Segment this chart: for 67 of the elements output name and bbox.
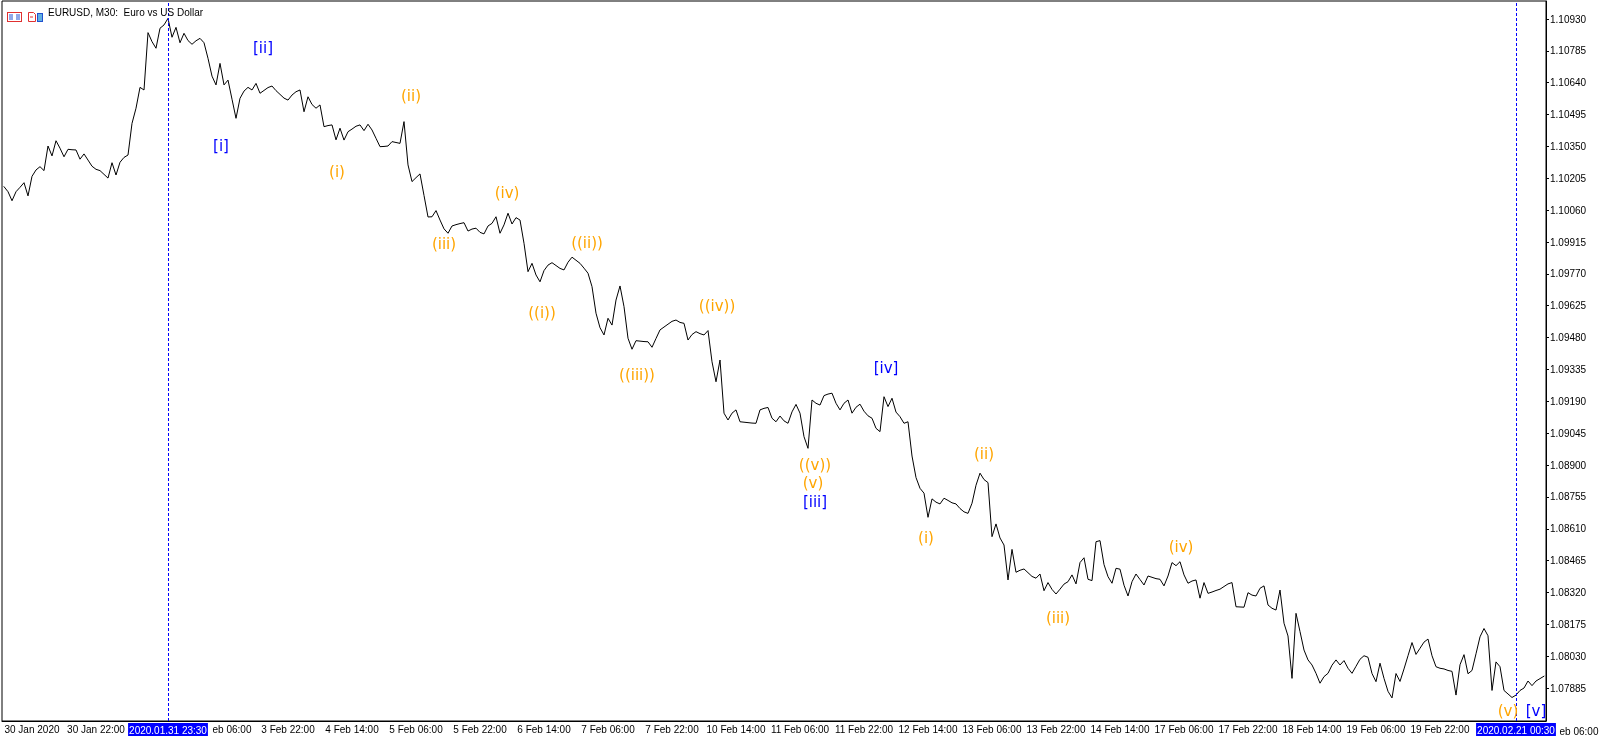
x-tick-label: 11 Feb 06:00: [770, 723, 830, 735]
x-tick-label: 17 Feb 06:00: [1154, 723, 1214, 735]
x-tick-label: 14 Feb 14:00: [1090, 723, 1150, 735]
annotation: ((v)): [798, 456, 832, 474]
x-tick-label: 18 Feb 14:00: [1282, 723, 1342, 735]
annotation: ((i)): [528, 304, 556, 322]
y-tick-label: 1.09625: [1550, 300, 1587, 312]
x-tick-label: 4 Feb 14:00: [325, 723, 380, 735]
annotation: (iii): [431, 235, 457, 253]
y-tick-label: 1.10930: [1550, 13, 1587, 25]
x-tick-label: 11 Feb 22:00: [834, 723, 894, 735]
y-tick-label: 1.09190: [1550, 395, 1587, 407]
y-tick-label: 1.08755: [1550, 491, 1587, 503]
x-tick-label: 3 Feb 22:00: [261, 723, 316, 735]
x-tick-label: 5 Feb 22:00: [453, 723, 508, 735]
annotation: (i): [918, 529, 934, 547]
x-tick-label: 7 Feb 06:00: [581, 723, 636, 735]
y-tick-label: 1.10350: [1550, 140, 1587, 152]
y-tick-label: 1.10205: [1550, 172, 1587, 184]
annotation: [v]: [1525, 702, 1547, 720]
x-tick-label: 13 Feb 06:00: [962, 723, 1022, 735]
annotation: [iii]: [802, 493, 828, 511]
y-tick-label: 1.10495: [1550, 109, 1587, 121]
y-tick-label: 1.07885: [1550, 682, 1587, 694]
annotation: (v): [802, 474, 824, 492]
y-tick-label: 1.10640: [1550, 77, 1587, 89]
x-tick-label: 19 Feb 06:00: [1346, 723, 1406, 735]
x-tick-label: 2020.01.31 23:30: [129, 724, 208, 736]
x-tick-label: 13 Feb 22:00: [1026, 723, 1086, 735]
y-tick-label: 1.08320: [1550, 586, 1587, 598]
y-tick-label: 1.09770: [1550, 268, 1587, 280]
x-tick-label: eb 06:00: [212, 723, 252, 735]
annotation: [ii]: [252, 39, 274, 57]
x-tick-label: 10 Feb 14:00: [706, 723, 766, 735]
annotation: [iv]: [873, 359, 899, 377]
annotation: ((iii)): [619, 366, 655, 384]
annotation: (iii): [1045, 609, 1071, 627]
y-tick-label: 1.09335: [1550, 363, 1587, 375]
y-tick-label: 1.08610: [1550, 523, 1587, 535]
y-tick-label: 1.08465: [1550, 555, 1587, 567]
annotation: ((iv)): [698, 297, 736, 315]
annotation: (i): [329, 163, 345, 181]
y-tick-label: 1.08030: [1550, 650, 1587, 662]
annotation: [i]: [213, 137, 229, 155]
y-tick-label: 1.08900: [1550, 459, 1587, 471]
annotation: (v): [1497, 702, 1519, 720]
annotation: (iv): [1168, 538, 1194, 556]
x-tick-label: 30 Jan 2020: [4, 723, 60, 735]
y-tick-label: 1.10060: [1550, 204, 1587, 216]
x-tick-label: 19 Feb 22:00: [1410, 723, 1470, 735]
y-tick-label: 1.10785: [1550, 45, 1587, 57]
annotation: ((ii)): [571, 234, 603, 252]
x-tick-label: 17 Feb 22:00: [1218, 723, 1278, 735]
y-tick-label: 1.09915: [1550, 236, 1587, 248]
y-tick-label: 1.08175: [1550, 618, 1587, 630]
y-tick-label: 1.09480: [1550, 332, 1587, 344]
x-tick-label: 2020.02.21 00:30: [1477, 724, 1556, 736]
y-tick-label: 1.09045: [1550, 427, 1587, 439]
annotation: (ii): [973, 445, 995, 463]
x-tick-label: 6 Feb 14:00: [517, 723, 572, 735]
text: EURUSD, M30: Euro vs US Dollar: [48, 6, 204, 18]
x-tick-label: 12 Feb 14:00: [898, 723, 958, 735]
annotation: (iv): [494, 184, 520, 202]
x-tick-label: 30 Jan 22:00: [67, 723, 126, 735]
annotation: (ii): [400, 87, 422, 105]
x-tick-label: 7 Feb 22:00: [645, 723, 700, 735]
x-tick-label: 5 Feb 06:00: [389, 723, 444, 735]
